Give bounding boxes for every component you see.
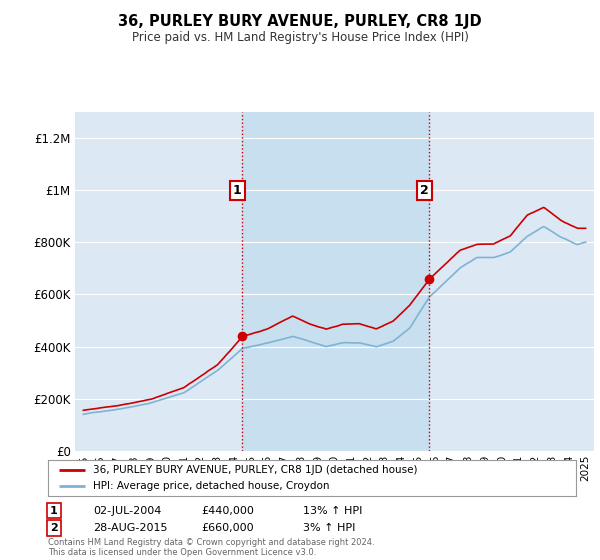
- Text: Contains HM Land Registry data © Crown copyright and database right 2024.
This d: Contains HM Land Registry data © Crown c…: [48, 538, 374, 557]
- Text: 2: 2: [50, 523, 58, 533]
- Text: 02-JUL-2004: 02-JUL-2004: [93, 506, 161, 516]
- Text: 28-AUG-2015: 28-AUG-2015: [93, 523, 167, 533]
- Text: HPI: Average price, detached house, Croydon: HPI: Average price, detached house, Croy…: [93, 481, 329, 491]
- Bar: [242, 112, 430, 451]
- Text: 36, PURLEY BURY AVENUE, PURLEY, CR8 1JD: 36, PURLEY BURY AVENUE, PURLEY, CR8 1JD: [118, 14, 482, 29]
- Text: 1: 1: [233, 184, 242, 197]
- Text: £660,000: £660,000: [201, 523, 254, 533]
- Text: 2: 2: [420, 184, 429, 197]
- Text: 1: 1: [50, 506, 58, 516]
- Text: 3% ↑ HPI: 3% ↑ HPI: [303, 523, 355, 533]
- Text: 36, PURLEY BURY AVENUE, PURLEY, CR8 1JD (detached house): 36, PURLEY BURY AVENUE, PURLEY, CR8 1JD …: [93, 465, 418, 475]
- Text: Price paid vs. HM Land Registry's House Price Index (HPI): Price paid vs. HM Land Registry's House …: [131, 31, 469, 44]
- Text: £440,000: £440,000: [201, 506, 254, 516]
- Text: 13% ↑ HPI: 13% ↑ HPI: [303, 506, 362, 516]
